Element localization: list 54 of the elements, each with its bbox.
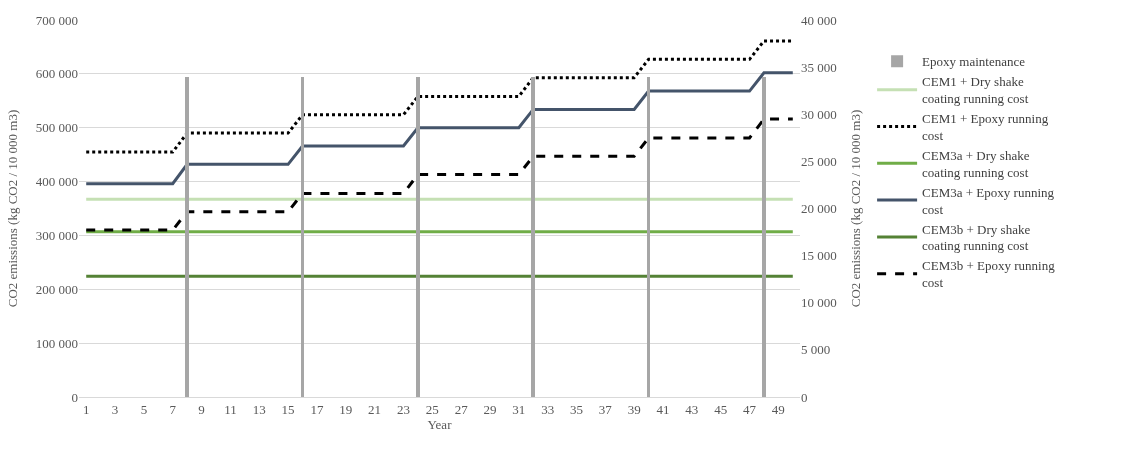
x-tick-label: 15	[281, 401, 295, 417]
x-tick-label: 47	[743, 401, 757, 417]
y2-tick-label: 35 000	[801, 59, 837, 75]
y-tick-label: 700 000	[35, 12, 78, 28]
x-tick-label: 1	[82, 401, 90, 417]
line-series	[84, 117, 795, 232]
y-tick-label: 200 000	[35, 281, 78, 297]
y-tick-label: 100 000	[35, 335, 78, 351]
line-series	[84, 71, 795, 186]
x-tick-label: 49	[771, 401, 785, 417]
x-tick-label: 39	[627, 401, 641, 417]
y2-tick-label: 20 000	[801, 201, 837, 217]
x-tick-label: 27	[454, 401, 469, 417]
y2-tick-label: 25 000	[801, 153, 837, 169]
y-tick-label: 0	[71, 389, 78, 405]
legend-label: CEM3a + Epoxy running cost	[922, 184, 1055, 217]
x-tick-label: 29	[483, 401, 497, 417]
x-tick-label: 35	[569, 401, 583, 417]
x-tick-label: 11	[224, 401, 237, 417]
y2-tick-label: 40 000	[801, 12, 837, 28]
y-tick-label: 500 000	[35, 120, 78, 136]
y2-tick-label: 5 000	[801, 342, 831, 358]
y2-tick-label: 0	[801, 389, 808, 405]
x-tick-label: 23	[396, 401, 410, 417]
y2-tick-label: 15 000	[801, 248, 837, 264]
x-tick-label: 17	[310, 401, 324, 417]
legend-label: CEM3b + Dry shake coating running cost	[922, 221, 1031, 254]
legend-label: CEM1 + Dry shake coating running cost	[922, 74, 1029, 107]
x-tick-label: 41	[656, 401, 670, 417]
y2-tick-label: 10 000	[801, 295, 837, 311]
x-tick-label: 45	[714, 401, 728, 417]
legend-label: Epoxy maintenance	[922, 54, 1026, 70]
y-tick-label: 600 000	[35, 66, 78, 82]
x-tick-label: 9	[198, 401, 205, 417]
x-tick-label: 19	[339, 401, 353, 417]
legend-label: CEM1 + Epoxy running cost	[922, 111, 1049, 144]
y-tick-label: 300 000	[35, 227, 78, 243]
x-tick-label: 37	[598, 401, 613, 417]
legend-label: CEM3a + Dry shake coating running cost	[922, 147, 1030, 180]
x-tick-label: 7	[169, 401, 177, 417]
y-tick-label: 400 000	[35, 174, 78, 190]
x-tick-label: 43	[685, 401, 699, 417]
y2-axis-title: CO2 emissions (kg CO2 / 10 000 m3)	[848, 109, 864, 308]
x-tick-label: 31	[512, 401, 526, 417]
legend-label: CEM3b + Epoxy running cost	[922, 258, 1056, 291]
y2-tick-label: 30 000	[801, 106, 837, 122]
x-tick-label: 21	[368, 401, 382, 417]
x-axis-title: Year	[427, 416, 453, 432]
x-tick-label: 5	[140, 401, 148, 417]
y-axis-title: CO2 emissions (kg CO2 / 10 000 m3)	[4, 109, 20, 308]
x-tick-label: 13	[252, 401, 266, 417]
x-tick-label: 25	[425, 401, 439, 417]
x-tick-label: 33	[541, 401, 555, 417]
x-tick-label: 3	[111, 401, 119, 417]
